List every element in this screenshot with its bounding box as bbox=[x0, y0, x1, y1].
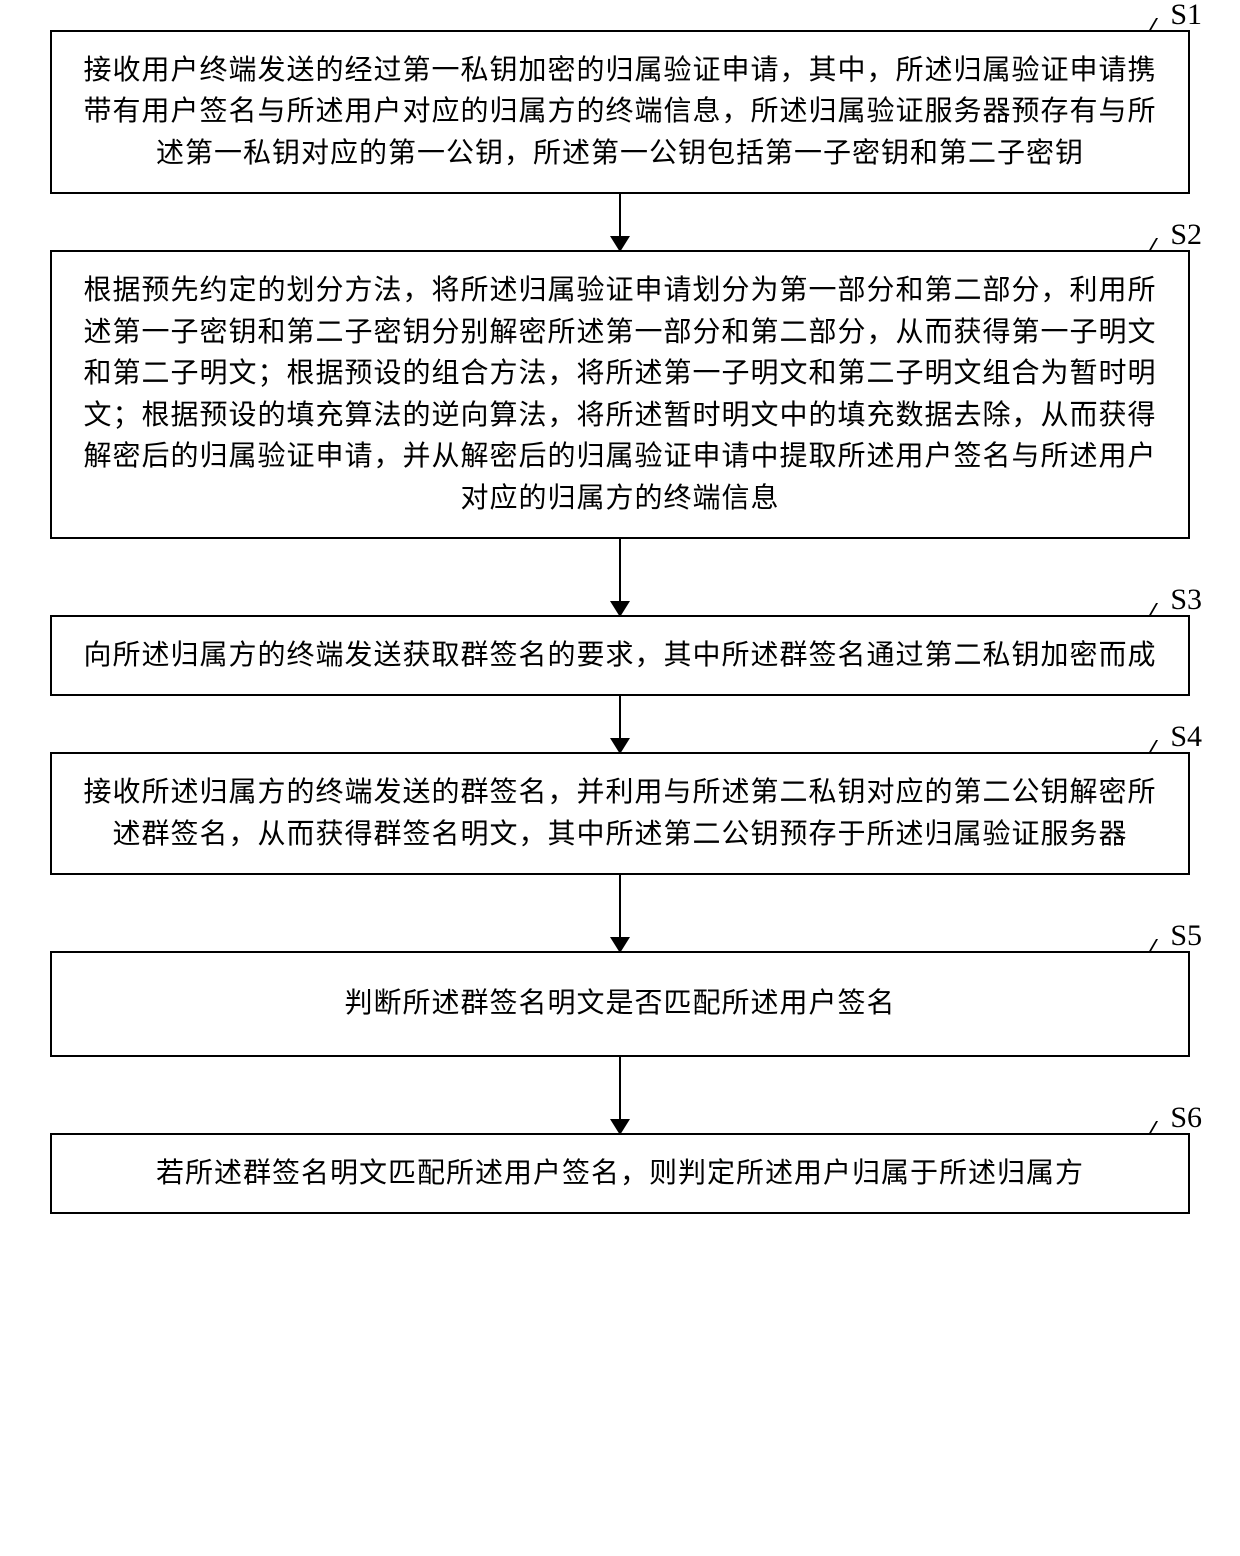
step-s3: S3向所述归属方的终端发送获取群签名的要求，其中所述群签名通过第二私钥加密而成 bbox=[50, 615, 1190, 696]
arrow-down-icon bbox=[619, 875, 621, 951]
flowchart-container: S1接收用户终端发送的经过第一私钥加密的归属验证申请，其中，所述归属验证申请携带… bbox=[50, 30, 1190, 1214]
step-s2: S2根据预先约定的划分方法，将所述归属验证申请划分为第一部分和第二部分，利用所述… bbox=[50, 250, 1190, 539]
step-label: S5 bbox=[1170, 919, 1202, 953]
step-label: S2 bbox=[1170, 218, 1202, 252]
step-s6: S6若所述群签名明文匹配所述用户签名，则判定所述用户归属于所述归属方 bbox=[50, 1133, 1190, 1214]
step-label: S6 bbox=[1170, 1101, 1202, 1135]
step-label: S3 bbox=[1170, 583, 1202, 617]
step-box: 接收所述归属方的终端发送的群签名，并利用与所述第二私钥对应的第二公钥解密所述群签… bbox=[50, 752, 1190, 875]
arrow-down-icon bbox=[619, 696, 621, 752]
arrow-down-icon bbox=[619, 1057, 621, 1133]
arrow-down-icon bbox=[619, 539, 621, 615]
step-s1: S1接收用户终端发送的经过第一私钥加密的归属验证申请，其中，所述归属验证申请携带… bbox=[50, 30, 1190, 194]
step-box: 判断所述群签名明文是否匹配所述用户签名 bbox=[50, 951, 1190, 1056]
step-label: S4 bbox=[1170, 720, 1202, 754]
step-box: 接收用户终端发送的经过第一私钥加密的归属验证申请，其中，所述归属验证申请携带有用… bbox=[50, 30, 1190, 194]
step-box: 根据预先约定的划分方法，将所述归属验证申请划分为第一部分和第二部分，利用所述第一… bbox=[50, 250, 1190, 539]
step-box: 向所述归属方的终端发送获取群签名的要求，其中所述群签名通过第二私钥加密而成 bbox=[50, 615, 1190, 696]
arrow-down-icon bbox=[619, 194, 621, 250]
step-box: 若所述群签名明文匹配所述用户签名，则判定所述用户归属于所述归属方 bbox=[50, 1133, 1190, 1214]
step-label: S1 bbox=[1170, 0, 1202, 32]
step-s4: S4接收所述归属方的终端发送的群签名，并利用与所述第二私钥对应的第二公钥解密所述… bbox=[50, 752, 1190, 875]
step-s5: S5判断所述群签名明文是否匹配所述用户签名 bbox=[50, 951, 1190, 1056]
